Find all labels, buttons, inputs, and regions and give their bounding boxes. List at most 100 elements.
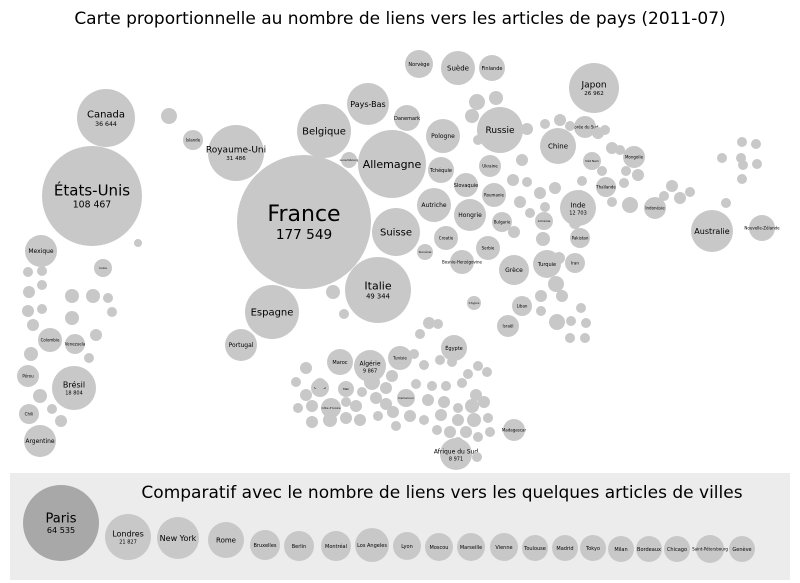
bubble-label: Rome	[216, 536, 236, 544]
bubble-allemagne: Allemagne	[358, 130, 426, 198]
bubble-label: Côte d'Ivoire	[322, 406, 341, 410]
bubble-mali: Mali	[338, 381, 354, 397]
minor-bubble	[721, 198, 731, 208]
minor-bubble	[84, 353, 94, 363]
bubble-toulouse: Toulouse	[522, 535, 548, 561]
bubble-label: Los Angeles	[357, 543, 387, 549]
bubble-label: Cameroun	[398, 396, 414, 400]
bubble-label: Croatie	[439, 235, 454, 240]
bubble-label: Moscou	[430, 545, 449, 551]
bubble-luxembourg: Luxembourg	[340, 152, 359, 168]
minor-bubble	[549, 182, 561, 194]
minor-bubble	[370, 392, 382, 404]
bubble-bordeaux: Bordeaux	[636, 536, 662, 562]
minor-bubble	[453, 437, 463, 447]
bubble-label: Arménie	[538, 219, 551, 223]
minor-bubble	[534, 187, 546, 199]
bubble-label: Norvège	[408, 61, 429, 68]
bubble-label: Thaïlande	[595, 184, 616, 189]
minor-bubble	[659, 191, 669, 201]
bubble-value: 21 827	[119, 539, 137, 545]
bubble-circle	[441, 335, 467, 361]
bubble-tunisie: Tunisie	[388, 346, 412, 370]
minor-bubble	[419, 415, 429, 425]
bubble-circle	[441, 51, 475, 85]
bubble-berlin: Berlin	[284, 531, 314, 561]
minor-bubble	[306, 400, 318, 412]
bubble-madrid: Madrid	[552, 535, 578, 561]
minor-bubble	[447, 357, 457, 367]
minor-bubble	[457, 378, 467, 388]
minor-bubble	[357, 387, 367, 397]
bubble-label: Chicago	[667, 547, 687, 553]
minor-bubble	[47, 404, 57, 414]
bubble-label: Brésil	[63, 380, 85, 390]
minor-bubble	[387, 406, 399, 418]
bubble-circle	[355, 528, 389, 562]
minor-bubble	[33, 389, 47, 403]
minor-bubble	[300, 362, 312, 374]
bubble-value: 26 962	[584, 91, 604, 97]
bubble-circle	[434, 226, 458, 250]
bubble-label: Suisse	[380, 228, 412, 239]
bubble-circle	[38, 328, 62, 352]
bubble-montreal: Montréal	[321, 531, 351, 561]
bubble-label: Paris	[46, 511, 77, 526]
minor-bubble	[323, 413, 337, 427]
minor-bubble	[600, 125, 610, 135]
bubble-label: Slovaquie	[454, 183, 478, 189]
bubble-value: 12 703	[569, 210, 587, 216]
bubble-label: Chili	[25, 411, 34, 416]
bubble-circle	[321, 398, 341, 418]
minor-bubble	[521, 123, 533, 135]
bubble-circle	[580, 535, 606, 561]
minor-bubble	[737, 137, 747, 147]
bubble-chypre: Chypre	[467, 296, 481, 310]
bubble-moscou: Moscou	[425, 533, 453, 561]
bubble-label: Italie	[364, 279, 391, 292]
minor-bubble	[103, 293, 113, 303]
minor-bubble	[508, 226, 520, 238]
bubble-coree-du-sud: Corée du Sud	[572, 116, 599, 138]
minor-bubble	[717, 153, 727, 163]
minor-bubble	[291, 377, 301, 387]
bubble-milan: Milan	[608, 536, 634, 562]
bubble-value: 36 644	[95, 121, 117, 128]
bubble-label: Finlande	[482, 66, 503, 72]
bubble-label: Russie	[486, 126, 515, 136]
bubble-label: Luxembourg	[340, 158, 359, 162]
minor-bubble	[549, 314, 565, 330]
minor-bubble	[576, 303, 586, 313]
bubble-label: Pologne	[431, 133, 455, 140]
bubble-label: Bordeaux	[637, 547, 661, 553]
bubble-label: Mongolie	[625, 154, 644, 159]
bubble-circle	[636, 536, 662, 562]
minor-bubble	[27, 319, 39, 331]
bubble-circle	[425, 533, 453, 561]
minor-bubble	[411, 379, 421, 389]
bubble-slovaquie: Slovaquie	[454, 173, 478, 197]
minor-bubble	[435, 409, 447, 421]
bubble-circle	[24, 425, 56, 457]
minor-bubble	[473, 135, 483, 145]
bubble-circle	[426, 119, 460, 153]
bubble-label: Allemagne	[363, 158, 422, 171]
bubble-label: Belgique	[302, 127, 346, 138]
bubble-lyon: Lyon	[393, 532, 421, 560]
minor-bubble	[37, 266, 47, 276]
bubble-autriche: Autriche	[417, 188, 451, 222]
bubble-circle	[393, 532, 421, 560]
minor-bubble	[65, 311, 79, 325]
minor-bubble	[419, 360, 429, 370]
bubble-tokyo: Tokyo	[580, 535, 606, 561]
minor-bubble	[621, 166, 631, 176]
bubble-label: Mali	[343, 387, 349, 391]
bubble-label: Ukraine	[482, 163, 498, 168]
minor-bubble	[580, 333, 590, 343]
bubble-circle	[208, 125, 264, 181]
bubble-bosnie-herzegovine: Bosnie-Herzégovine	[442, 250, 483, 274]
bubble-label: Bosnie-Herzégovine	[442, 259, 483, 264]
bubble-circle	[237, 155, 371, 289]
